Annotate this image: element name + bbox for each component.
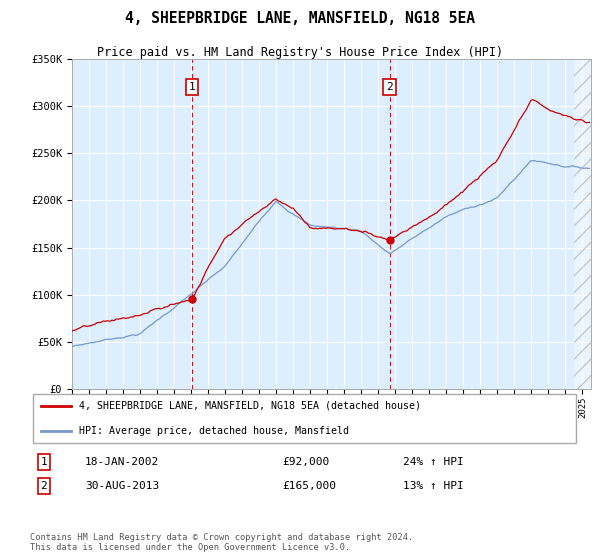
Text: 4, SHEEPBRIDGE LANE, MANSFIELD, NG18 5EA (detached house): 4, SHEEPBRIDGE LANE, MANSFIELD, NG18 5EA… (79, 401, 421, 411)
Text: 24% ↑ HPI: 24% ↑ HPI (403, 457, 464, 467)
Text: 18-JAN-2002: 18-JAN-2002 (85, 457, 159, 467)
Bar (574, 59, 595, 389)
FancyBboxPatch shape (33, 394, 576, 443)
Text: Price paid vs. HM Land Registry's House Price Index (HPI): Price paid vs. HM Land Registry's House … (97, 46, 503, 59)
Text: 13% ↑ HPI: 13% ↑ HPI (403, 481, 464, 491)
Text: HPI: Average price, detached house, Mansfield: HPI: Average price, detached house, Mans… (79, 426, 349, 436)
Text: 4, SHEEPBRIDGE LANE, MANSFIELD, NG18 5EA: 4, SHEEPBRIDGE LANE, MANSFIELD, NG18 5EA (125, 11, 475, 26)
Text: 1: 1 (40, 457, 47, 467)
Text: 1: 1 (188, 82, 196, 92)
Text: 2: 2 (40, 481, 47, 491)
Text: 30-AUG-2013: 30-AUG-2013 (85, 481, 159, 491)
Text: £165,000: £165,000 (283, 481, 337, 491)
Text: £92,000: £92,000 (283, 457, 330, 467)
Text: Contains HM Land Registry data © Crown copyright and database right 2024.
This d: Contains HM Land Registry data © Crown c… (30, 533, 413, 552)
Text: 2: 2 (386, 82, 393, 92)
